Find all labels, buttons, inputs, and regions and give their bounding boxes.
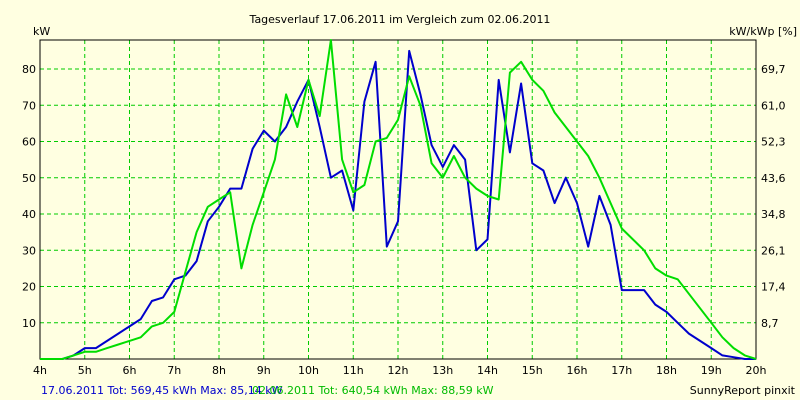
footer-right: SunnyReport pinxit (690, 384, 796, 397)
y-tick-label-right: 17,4 (761, 281, 786, 294)
y-tick-label-left: 40 (22, 208, 36, 221)
y-tick-label-left: 60 (22, 136, 36, 149)
grid (40, 40, 756, 359)
left-axis-label: kW (33, 25, 50, 38)
x-tick-label: 20h (746, 364, 767, 377)
x-tick-label: 11h (343, 364, 364, 377)
x-tick-label: 5h (78, 364, 92, 377)
x-tick-label: 12h (388, 364, 409, 377)
x-tick-label: 16h (567, 364, 588, 377)
y-tick-label-left: 70 (22, 99, 36, 112)
y-ticks-right: 8,7 17,4 26,1 34,8 43,6 52,3 61,0 69,7 (761, 63, 786, 330)
x-tick-label: 14h (477, 364, 498, 377)
x-tick-label: 19h (701, 364, 722, 377)
y-tick-label-right: 43,6 (761, 172, 786, 185)
series-line-2 (40, 39, 757, 360)
y-tick-label-right: 52,3 (761, 136, 786, 149)
x-tick-label: 13h (432, 364, 453, 377)
series-lines (40, 39, 757, 360)
y-tick-label-left: 50 (22, 172, 36, 185)
chart-title: Tagesverlauf 17.06.2011 im Vergleich zum… (249, 13, 551, 26)
y-ticks-left: 10 20 30 40 50 60 70 80 (22, 63, 36, 330)
x-tick-label: 15h (522, 364, 543, 377)
y-tick-label-right: 61,0 (761, 99, 786, 112)
series-line-1 (40, 49, 756, 360)
x-tick-label: 18h (656, 364, 677, 377)
y-tick-label-right: 26,1 (761, 244, 786, 257)
x-tick-label: 17h (611, 364, 632, 377)
x-tick-label: 10h (298, 364, 319, 377)
y-tick-label-left: 30 (22, 244, 36, 257)
footer-mid: 02.06.2011 Tot: 640,54 kWh Max: 88,59 kW (252, 384, 494, 397)
y-tick-label-right: 69,7 (761, 63, 786, 76)
footer-left: 17.06.2011 Tot: 569,45 kWh Max: 85,14 kW (41, 384, 283, 397)
x-ticks: 4h 5h 6h 7h 8h 9h 10h 11h 12h 13h 14h 15h 16h 17h 18h 1… (33, 364, 767, 377)
plot-frame (39, 39, 757, 360)
x-tick-label: 6h (123, 364, 137, 377)
x-tick-label: 9h (257, 364, 271, 377)
right-axis-label: kW/kWp [%] (729, 25, 797, 38)
x-tick-label: 7h (167, 364, 181, 377)
x-tick-label: 8h (212, 364, 226, 377)
y-tick-label-right: 8,7 (761, 317, 779, 330)
x-tick-label: 4h (33, 364, 47, 377)
y-tick-label-left: 80 (22, 63, 36, 76)
y-tick-label-left: 20 (22, 281, 36, 294)
y-tick-label-right: 34,8 (761, 208, 786, 221)
y-tick-label-left: 10 (22, 317, 36, 330)
